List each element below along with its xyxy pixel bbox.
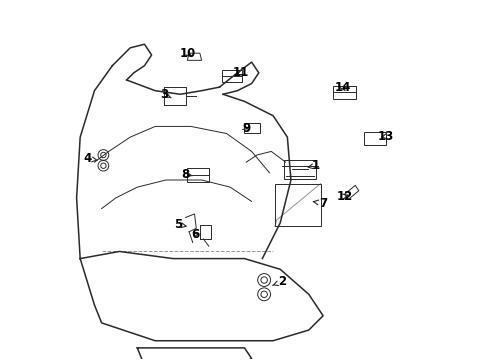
Text: 1: 1: [307, 159, 319, 172]
Bar: [186, 168, 209, 181]
Text: 8: 8: [181, 168, 192, 181]
Text: 7: 7: [313, 197, 326, 210]
Text: 5: 5: [174, 218, 186, 231]
Text: 6: 6: [191, 228, 199, 241]
Bar: [364, 132, 385, 145]
Bar: [332, 86, 355, 99]
Text: 4: 4: [83, 152, 97, 165]
Text: 9: 9: [242, 122, 250, 135]
Bar: [274, 184, 320, 226]
Text: 3: 3: [160, 88, 171, 101]
Text: 14: 14: [334, 81, 350, 94]
Text: 13: 13: [377, 130, 393, 143]
Text: 10: 10: [179, 47, 195, 60]
Bar: [244, 123, 259, 133]
Bar: [283, 159, 315, 179]
Text: 11: 11: [232, 66, 248, 79]
Text: 2: 2: [272, 275, 285, 288]
Bar: [222, 71, 242, 82]
Text: 12: 12: [336, 190, 352, 203]
